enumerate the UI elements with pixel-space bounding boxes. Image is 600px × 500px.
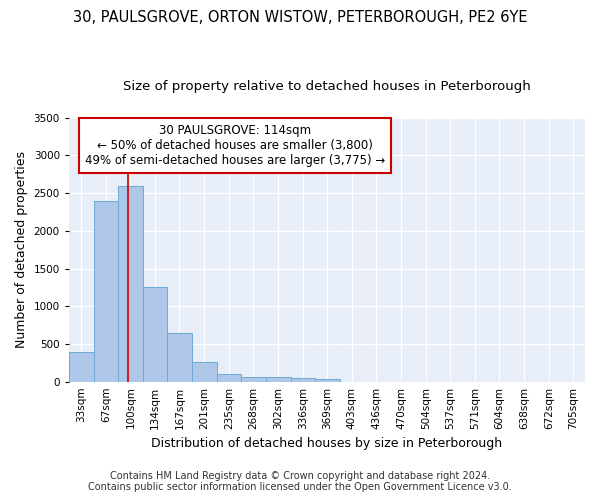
Bar	[290, 378, 315, 382]
Text: Contains HM Land Registry data © Crown copyright and database right 2024.
Contai: Contains HM Land Registry data © Crown c…	[88, 471, 512, 492]
Bar	[167, 332, 192, 382]
Bar	[69, 352, 94, 382]
Text: 30, PAULSGROVE, ORTON WISTOW, PETERBOROUGH, PE2 6YE: 30, PAULSGROVE, ORTON WISTOW, PETERBOROU…	[73, 10, 527, 25]
Title: Size of property relative to detached houses in Peterborough: Size of property relative to detached ho…	[123, 80, 531, 93]
X-axis label: Distribution of detached houses by size in Peterborough: Distribution of detached houses by size …	[151, 437, 502, 450]
Text: 30 PAULSGROVE: 114sqm
← 50% of detached houses are smaller (3,800)
49% of semi-d: 30 PAULSGROVE: 114sqm ← 50% of detached …	[85, 124, 385, 167]
Bar	[118, 186, 143, 382]
Bar	[315, 380, 340, 382]
Bar	[192, 362, 217, 382]
Y-axis label: Number of detached properties: Number of detached properties	[15, 151, 28, 348]
Bar	[241, 377, 266, 382]
Bar	[217, 374, 241, 382]
Bar	[266, 377, 290, 382]
Bar	[94, 200, 118, 382]
Bar	[143, 288, 167, 382]
